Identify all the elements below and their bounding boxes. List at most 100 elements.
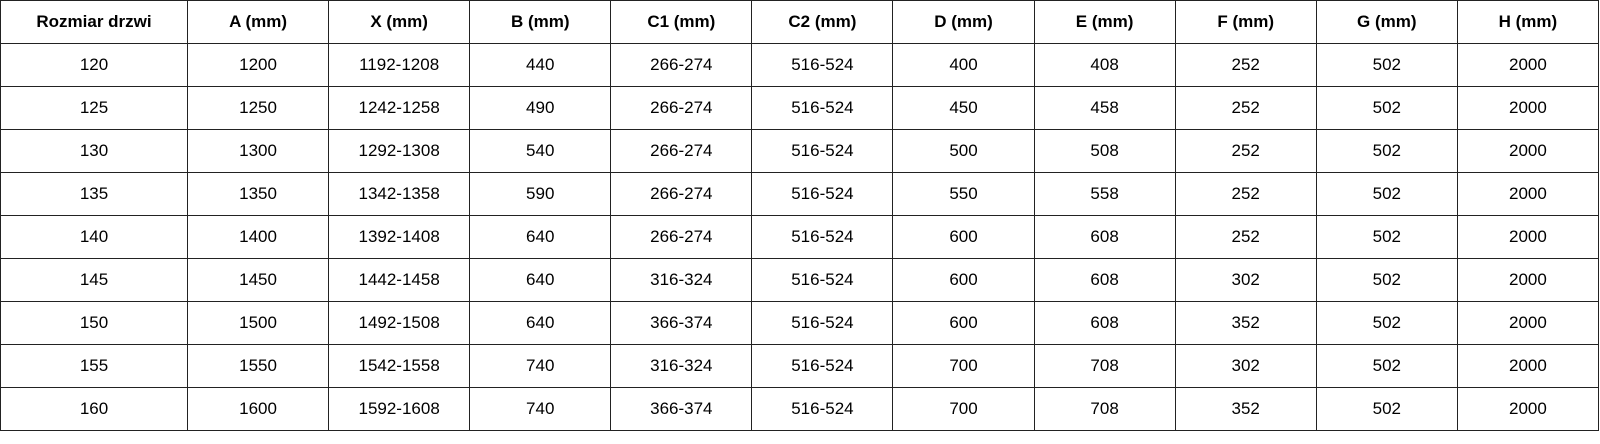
- column-header: C2 (mm): [751, 0, 894, 44]
- table-cell: 600: [892, 258, 1035, 302]
- table-cell: 600: [892, 301, 1035, 345]
- table-cell: 266-274: [610, 215, 753, 259]
- table-cell: 252: [1174, 215, 1317, 259]
- table-cell: 2000: [1456, 215, 1600, 259]
- table-cell: 252: [1174, 129, 1317, 173]
- table-cell: 140: [0, 215, 188, 259]
- table-cell: 502: [1315, 43, 1458, 87]
- table-cell: 600: [892, 215, 1035, 259]
- table-row: 155 1550 1542-1558 740 316-324 516-524 700 708 3…: [0, 344, 1600, 388]
- table-cell: 400: [892, 43, 1035, 87]
- table-cell: 408: [1033, 43, 1176, 87]
- table-cell: 145: [0, 258, 188, 302]
- table-cell: 1400: [186, 215, 330, 259]
- table-row: 125 1250 1242-1258 490 266-274 516-524 450 458 2…: [0, 86, 1600, 130]
- table-cell: 2000: [1456, 43, 1600, 87]
- table-cell: 2000: [1456, 172, 1600, 216]
- table-cell: 450: [892, 86, 1035, 130]
- table-cell: 440: [469, 43, 612, 87]
- column-header: F (mm): [1174, 0, 1317, 44]
- table-cell: 366-374: [610, 301, 753, 345]
- table-cell: 252: [1174, 172, 1317, 216]
- table-cell: 550: [892, 172, 1035, 216]
- table-cell: 302: [1174, 258, 1317, 302]
- table-cell: 516-524: [751, 43, 894, 87]
- table-cell: 1192-1208: [328, 43, 471, 87]
- table-cell: 516-524: [751, 301, 894, 345]
- table-cell: 266-274: [610, 129, 753, 173]
- table-cell: 1450: [186, 258, 330, 302]
- table-cell: 316-324: [610, 344, 753, 388]
- table-cell: 1250: [186, 86, 330, 130]
- table-cell: 740: [469, 344, 612, 388]
- column-header: G (mm): [1315, 0, 1458, 44]
- table-cell: 1392-1408: [328, 215, 471, 259]
- table-cell: 125: [0, 86, 188, 130]
- column-header: A (mm): [186, 0, 330, 44]
- table-cell: 1242-1258: [328, 86, 471, 130]
- table-cell: 516-524: [751, 258, 894, 302]
- table-cell: 1350: [186, 172, 330, 216]
- table-cell: 458: [1033, 86, 1176, 130]
- table-cell: 135: [0, 172, 188, 216]
- table-cell: 640: [469, 301, 612, 345]
- table-cell: 120: [0, 43, 188, 87]
- table-cell: 1550: [186, 344, 330, 388]
- table-cell: 708: [1033, 344, 1176, 388]
- table-cell: 502: [1315, 86, 1458, 130]
- table-cell: 2000: [1456, 129, 1600, 173]
- column-header: D (mm): [892, 0, 1035, 44]
- table-cell: 2000: [1456, 344, 1600, 388]
- table-cell: 1542-1558: [328, 344, 471, 388]
- table-cell: 500: [892, 129, 1035, 173]
- table-row: 130 1300 1292-1308 540 266-274 516-524 500 508 2…: [0, 129, 1600, 173]
- table-cell: 155: [0, 344, 188, 388]
- table-cell: 516-524: [751, 387, 894, 431]
- table-cell: 502: [1315, 258, 1458, 302]
- table-cell: 490: [469, 86, 612, 130]
- table-cell: 2000: [1456, 301, 1600, 345]
- table-cell: 130: [0, 129, 188, 173]
- table-cell: 1342-1358: [328, 172, 471, 216]
- table-cell: 160: [0, 387, 188, 431]
- table-cell: 516-524: [751, 172, 894, 216]
- table-cell: 516-524: [751, 344, 894, 388]
- table-cell: 608: [1033, 215, 1176, 259]
- table-cell: 2000: [1456, 86, 1600, 130]
- table-cell: 302: [1174, 344, 1317, 388]
- table-cell: 740: [469, 387, 612, 431]
- table-cell: 640: [469, 258, 612, 302]
- header-row: Rozmiar drzwi A (mm) X (mm) B (mm) C1 (mm) C2…: [0, 0, 1600, 44]
- table-cell: 1600: [186, 387, 330, 431]
- table-cell: 352: [1174, 387, 1317, 431]
- table-row: 160 1600 1592-1608 740 366-374 516-524 700 708 3…: [0, 387, 1600, 431]
- table-cell: 266-274: [610, 86, 753, 130]
- table-cell: 1592-1608: [328, 387, 471, 431]
- table-cell: 266-274: [610, 43, 753, 87]
- table-cell: 608: [1033, 301, 1176, 345]
- table-row: 145 1450 1442-1458 640 316-324 516-524 600 608 3…: [0, 258, 1600, 302]
- table-cell: 608: [1033, 258, 1176, 302]
- column-header: C1 (mm): [610, 0, 753, 44]
- table-cell: 700: [892, 387, 1035, 431]
- column-header: H (mm): [1456, 0, 1600, 44]
- table-cell: 640: [469, 215, 612, 259]
- table-cell: 502: [1315, 344, 1458, 388]
- table-cell: 516-524: [751, 86, 894, 130]
- column-header: X (mm): [328, 0, 471, 44]
- table-cell: 590: [469, 172, 612, 216]
- table-cell: 508: [1033, 129, 1176, 173]
- column-header: B (mm): [469, 0, 612, 44]
- table-cell: 502: [1315, 129, 1458, 173]
- table-cell: 1292-1308: [328, 129, 471, 173]
- table-row: 120 1200 1192-1208 440 266-274 516-524 400 408 2…: [0, 43, 1600, 87]
- table-cell: 708: [1033, 387, 1176, 431]
- table-cell: 1200: [186, 43, 330, 87]
- table-cell: 2000: [1456, 258, 1600, 302]
- table-cell: 150: [0, 301, 188, 345]
- table-cell: 700: [892, 344, 1035, 388]
- column-header: Rozmiar drzwi: [0, 0, 188, 44]
- table-cell: 252: [1174, 43, 1317, 87]
- table-cell: 502: [1315, 172, 1458, 216]
- table-cell: 352: [1174, 301, 1317, 345]
